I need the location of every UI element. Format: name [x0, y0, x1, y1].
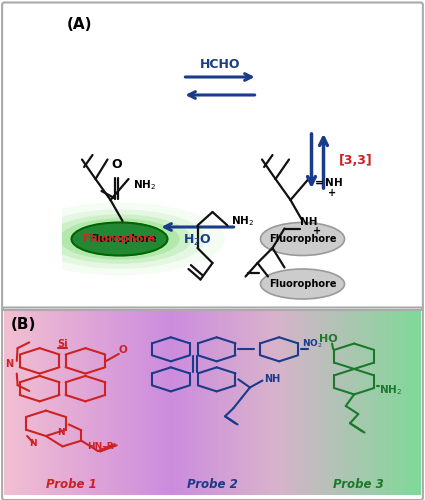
- Text: NH: NH: [264, 374, 281, 384]
- Ellipse shape: [261, 269, 345, 299]
- Text: Fluorophore: Fluorophore: [269, 234, 336, 244]
- Text: HCHO: HCHO: [200, 58, 240, 71]
- Text: +: +: [313, 226, 321, 236]
- Ellipse shape: [71, 222, 167, 256]
- Ellipse shape: [48, 214, 192, 264]
- Text: Fluorophore: Fluorophore: [89, 234, 156, 244]
- Text: Si: Si: [57, 338, 68, 348]
- Ellipse shape: [261, 222, 345, 256]
- Text: NH$_2$: NH$_2$: [379, 383, 402, 396]
- Text: Probe 2: Probe 2: [187, 478, 238, 491]
- Text: Fluorophore: Fluorophore: [83, 234, 156, 244]
- Text: NH$_2$: NH$_2$: [230, 214, 254, 228]
- Text: $\mathregular{=}$NH: $\mathregular{=}$NH: [312, 176, 343, 188]
- Text: O: O: [119, 346, 128, 356]
- Text: (A): (A): [67, 17, 93, 32]
- Text: HO: HO: [319, 334, 337, 344]
- Ellipse shape: [33, 210, 206, 268]
- Text: O: O: [111, 158, 122, 172]
- Text: H$_2$O: H$_2$O: [183, 233, 212, 248]
- Text: N: N: [57, 428, 64, 437]
- Text: NH: NH: [300, 217, 317, 227]
- Ellipse shape: [60, 218, 179, 260]
- Ellipse shape: [80, 222, 164, 256]
- Text: N: N: [30, 440, 37, 448]
- Text: +: +: [328, 188, 336, 198]
- Text: (B): (B): [11, 317, 36, 332]
- Text: Probe 3: Probe 3: [333, 478, 384, 491]
- Text: Probe 1: Probe 1: [45, 478, 96, 491]
- Text: NO$_2$: NO$_2$: [302, 338, 323, 350]
- Text: NH$_2$: NH$_2$: [133, 178, 156, 192]
- Text: N: N: [5, 358, 13, 368]
- Ellipse shape: [14, 202, 225, 276]
- Text: [3,3]: [3,3]: [338, 154, 372, 168]
- Text: HN–R: HN–R: [88, 442, 114, 451]
- Text: Fluorophore: Fluorophore: [269, 279, 336, 289]
